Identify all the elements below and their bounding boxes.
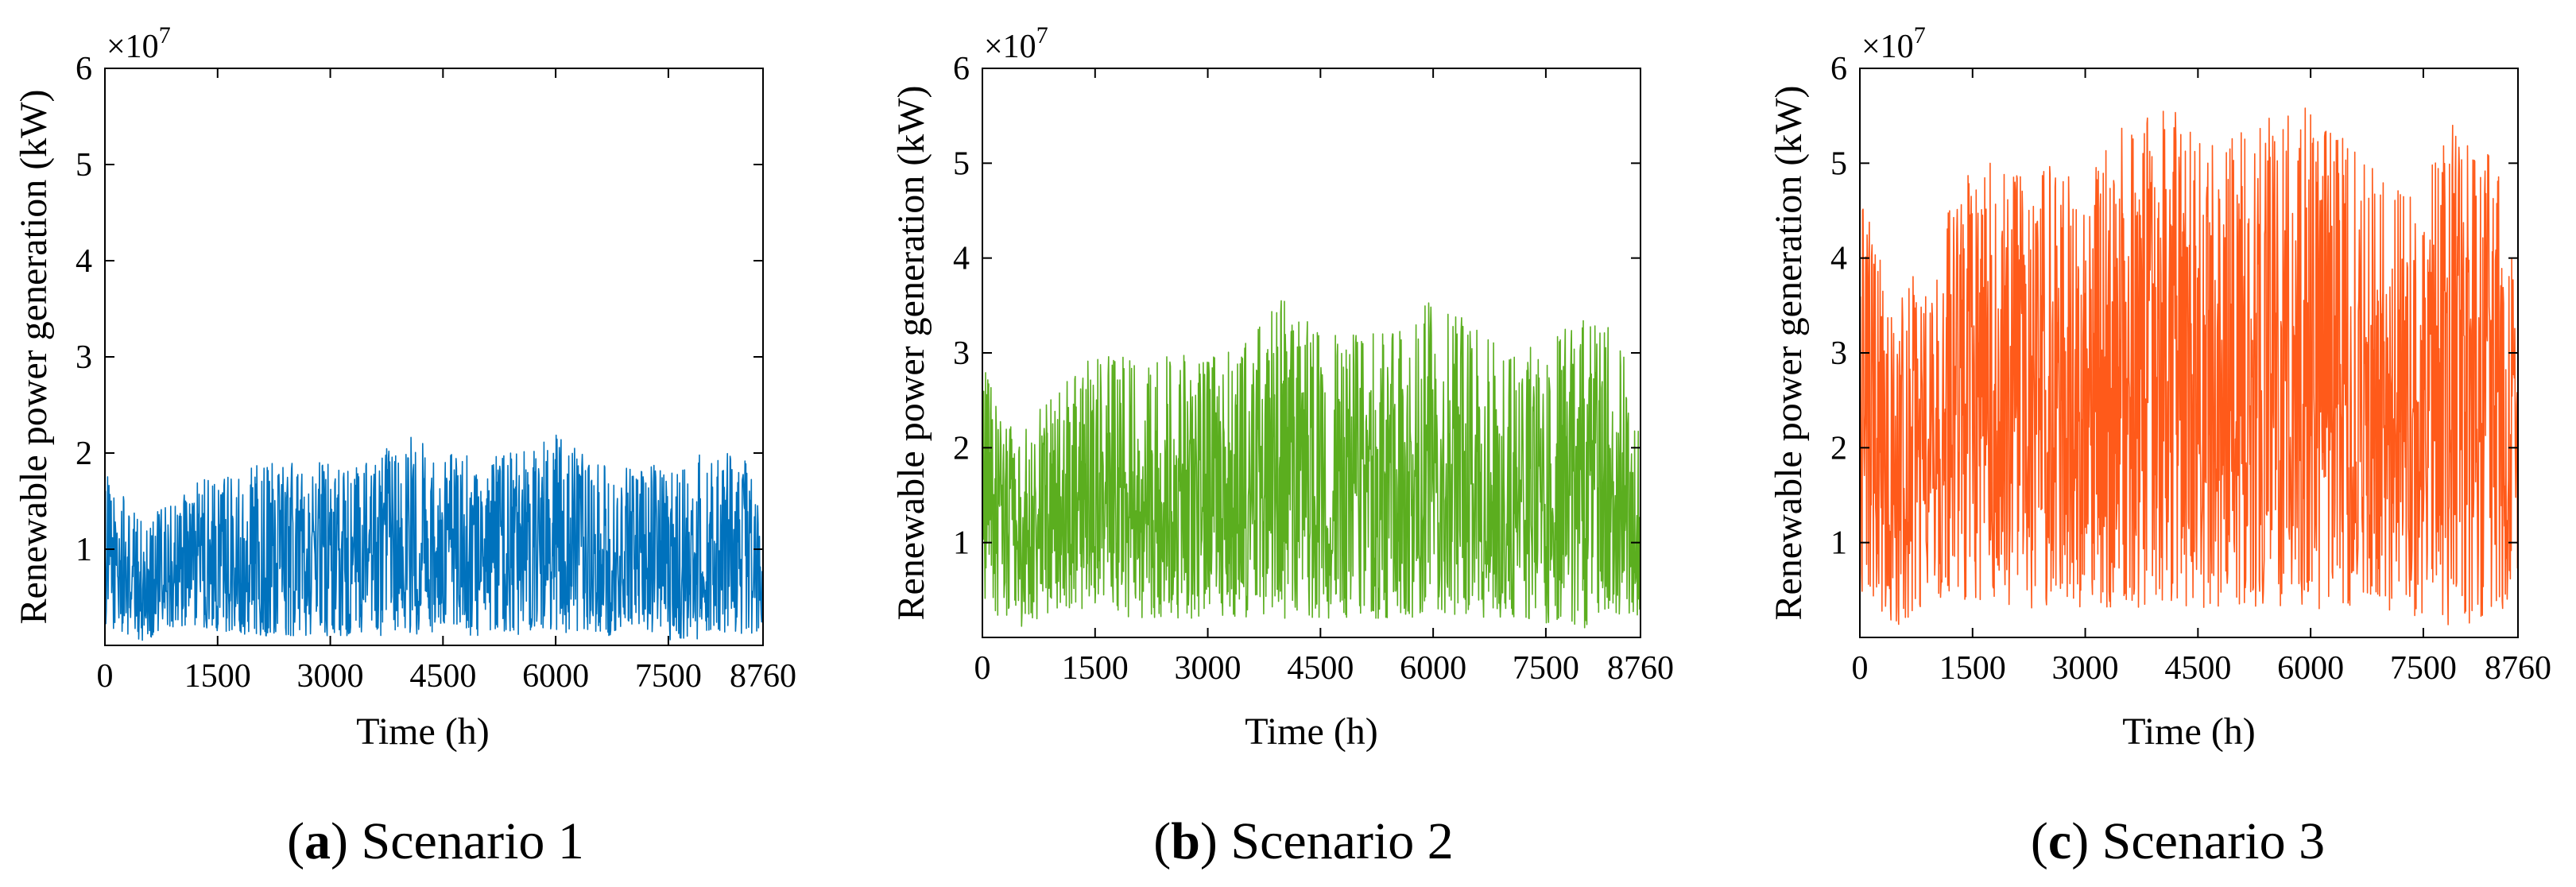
panel-caption: (c) Scenario 3 [2031, 812, 2325, 870]
y-tick-label: 5 [76, 147, 92, 184]
y-tick-label: 2 [953, 430, 970, 467]
y-exponent-label: ×107 [107, 22, 171, 65]
y-tick-label: 2 [1830, 430, 1847, 467]
x-tick-label: 7500 [635, 658, 702, 695]
x-tick-label: 1500 [1939, 650, 2006, 687]
y-tick-label: 2 [76, 436, 92, 472]
y-tick-label: 6 [76, 51, 92, 87]
y-tick-label: 3 [76, 339, 92, 376]
x-axis-label: Time (h) [356, 711, 490, 753]
y-axis-label: Renewable power generation (kW) [890, 85, 932, 620]
y-tick-label: 6 [1830, 51, 1847, 87]
y-tick-label: 4 [1830, 241, 1847, 277]
y-tick-label: 1 [76, 532, 92, 568]
y-tick-label: 3 [953, 335, 970, 372]
x-tick-label: 4500 [2164, 650, 2231, 687]
series-line-1 [1859, 107, 2519, 626]
x-tick-label: 7500 [2390, 650, 2457, 687]
y-exponent-label: ×107 [1861, 22, 1926, 65]
x-tick-label: 8760 [1607, 650, 1674, 687]
x-tick-label: 0 [974, 650, 991, 687]
series-layer [104, 434, 764, 641]
x-tick-label: 0 [97, 658, 114, 695]
x-tick-label: 8760 [2485, 650, 2551, 687]
x-tick-label: 6000 [1400, 650, 1466, 687]
x-tick-label: 7500 [1513, 650, 1579, 687]
y-tick-label: 3 [1830, 335, 1847, 372]
x-tick-label: 3000 [1175, 650, 1242, 687]
x-tick-label: 6000 [522, 658, 589, 695]
ticks-layer: 0 1500 3000 4500 6000 7500 8760 1 2 3 4 5 6 [953, 51, 1674, 687]
chart-panel-b: 0 1500 3000 4500 6000 7500 8760 1 2 3 4 5 6 ×107 Ren… [890, 22, 1674, 870]
x-axis-label: Time (h) [2122, 711, 2256, 753]
y-axis-label: Renewable power generation (kW) [1768, 85, 1810, 620]
chart-panel-c: 0 1500 3000 4500 6000 7500 8760 1 2 3 4 5 6 ×107 Ren… [1768, 22, 2551, 870]
x-tick-label: 8760 [730, 658, 796, 695]
series-layer [982, 300, 1641, 629]
x-tick-label: 3000 [297, 658, 364, 695]
x-tick-label: 0 [1852, 650, 1869, 687]
x-tick-label: 1500 [184, 658, 251, 695]
panel-caption: (a) Scenario 1 [287, 812, 584, 870]
y-tick-label: 4 [953, 241, 970, 277]
series-line-1 [104, 434, 764, 641]
y-tick-label: 6 [953, 51, 970, 87]
x-tick-label: 4500 [409, 658, 476, 695]
x-tick-label: 4500 [1287, 650, 1354, 687]
y-axis-label: Renewable power generation (kW) [13, 89, 55, 624]
y-tick-label: 1 [1830, 525, 1847, 562]
x-tick-label: 3000 [2052, 650, 2119, 687]
x-axis-label: Time (h) [1245, 711, 1378, 753]
series-line-1 [982, 300, 1641, 629]
y-exponent-label: ×107 [984, 22, 1048, 65]
y-tick-label: 4 [76, 243, 92, 280]
x-tick-label: 1500 [1062, 650, 1129, 687]
panel-caption: (b) Scenario 2 [1153, 812, 1454, 870]
series-layer [1859, 107, 2519, 626]
y-tick-label: 5 [1830, 145, 1847, 182]
x-tick-label: 6000 [2277, 650, 2344, 687]
chart-panel-a: 0 1500 3000 4500 6000 7500 8760 1 2 3 4 5 6 ×107 Ren… [13, 22, 796, 870]
y-tick-label: 1 [953, 525, 970, 562]
ticks-layer: 0 1500 3000 4500 6000 7500 8760 1 2 3 4 5 6 [76, 51, 796, 695]
ticks-layer: 0 1500 3000 4500 6000 7500 8760 1 2 3 4 5 6 [1830, 51, 2551, 687]
y-tick-label: 5 [953, 145, 970, 182]
